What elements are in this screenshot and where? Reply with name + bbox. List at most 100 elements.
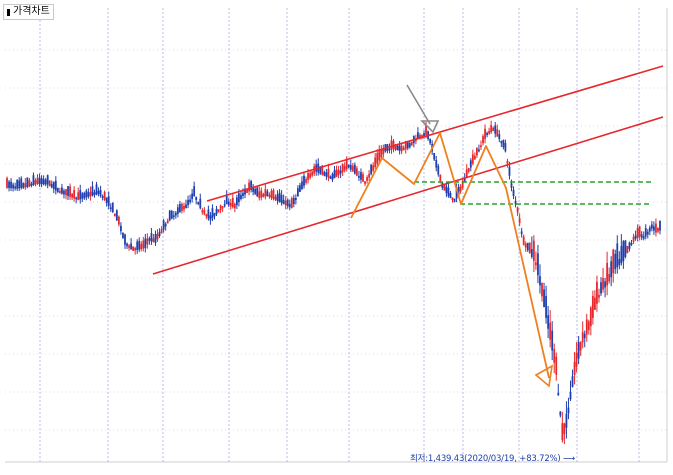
candle-body: [476, 147, 478, 156]
candle-body: [484, 128, 486, 140]
wave-pattern-line: [350, 132, 550, 379]
candle-body: [71, 194, 73, 198]
candle-body: [270, 190, 273, 199]
candle-body: [179, 204, 181, 213]
channel-upper-line: [206, 65, 664, 202]
candle-body: [6, 178, 8, 188]
candle-body: [8, 181, 10, 189]
candle-body: [620, 246, 623, 264]
candle-body: [294, 198, 297, 201]
candle-body: [170, 210, 173, 219]
candle-body: [329, 176, 332, 179]
candle-body: [111, 202, 114, 213]
candle-body: [624, 240, 627, 257]
candle-body: [124, 234, 126, 245]
candle-body: [345, 158, 348, 170]
candle-body: [144, 238, 147, 249]
candle-body: [284, 200, 287, 206]
candle-body: [335, 169, 338, 177]
candle-body: [644, 227, 647, 237]
candle-body: [457, 186, 460, 195]
candle-body: [260, 190, 263, 198]
candle-body: [311, 171, 314, 176]
candle-body: [378, 150, 381, 161]
candle-body: [522, 236, 525, 245]
candle-body: [655, 223, 657, 233]
candle-body: [532, 240, 535, 262]
candle-body: [327, 168, 330, 178]
candle-body: [425, 125, 427, 136]
candle-body: [246, 189, 248, 193]
candle-body: [569, 391, 572, 400]
candle-body: [604, 281, 606, 288]
candle-body: [77, 192, 80, 201]
candle-body: [419, 134, 421, 139]
candle-body: [193, 186, 196, 196]
candle-body: [268, 194, 271, 198]
candle-body: [160, 229, 163, 233]
candle-body: [331, 173, 334, 180]
candle-body: [469, 160, 472, 168]
candle-body: [117, 216, 120, 225]
candle-body: [467, 168, 470, 172]
candle-body: [321, 165, 324, 175]
candle-body: [502, 140, 505, 148]
candle-body: [406, 141, 409, 149]
candle-body: [526, 242, 529, 251]
candle-body: [402, 147, 405, 151]
candle-body: [209, 215, 212, 221]
candle-body: [97, 190, 100, 194]
candle-body: [168, 210, 171, 221]
candle-body: [231, 197, 234, 208]
candle-body: [372, 165, 375, 171]
candle-body: [101, 196, 104, 199]
candle-body: [290, 198, 293, 209]
candle-body: [459, 186, 462, 192]
candle-body: [360, 172, 362, 180]
candle-body: [126, 243, 128, 247]
candle-body: [105, 197, 108, 204]
pointer-arrow-shaft: [406, 84, 431, 125]
candle-body: [553, 349, 556, 363]
candle-body: [581, 332, 584, 343]
candle-body: [449, 193, 452, 199]
candle-body: [217, 209, 220, 213]
candle-body: [229, 202, 232, 207]
candle-body: [254, 188, 257, 194]
candle-body: [524, 243, 527, 248]
candle-body: [610, 261, 613, 278]
candle-body: [28, 180, 31, 187]
candle-body: [223, 204, 226, 207]
candle-body: [646, 231, 649, 235]
candle-body: [103, 191, 106, 201]
candle-body: [618, 259, 621, 266]
candle-body: [555, 356, 558, 375]
candle-body: [638, 226, 641, 237]
candle-body: [22, 183, 25, 188]
candle-body: [93, 192, 96, 196]
candle-body: [421, 135, 423, 138]
candle-body: [252, 186, 255, 192]
candle-body: [61, 187, 63, 194]
candle-body: [303, 175, 305, 186]
candle-body: [463, 177, 466, 183]
candle-body: [65, 189, 67, 196]
candle-body: [185, 204, 187, 209]
candle-body: [176, 207, 179, 214]
candle-body: [305, 179, 307, 183]
candle-body: [276, 194, 279, 202]
candle-body: [32, 175, 35, 186]
candle-body: [183, 205, 185, 210]
candle-body: [14, 186, 17, 189]
candle-body: [164, 223, 167, 227]
candle-body: [166, 220, 169, 224]
candle-body: [38, 178, 41, 184]
candle-body: [309, 173, 312, 178]
candle-body: [107, 196, 110, 207]
candle-body: [227, 201, 230, 206]
candle-body: [191, 193, 194, 200]
candle-body: [113, 213, 116, 217]
candle-body: [478, 149, 480, 152]
